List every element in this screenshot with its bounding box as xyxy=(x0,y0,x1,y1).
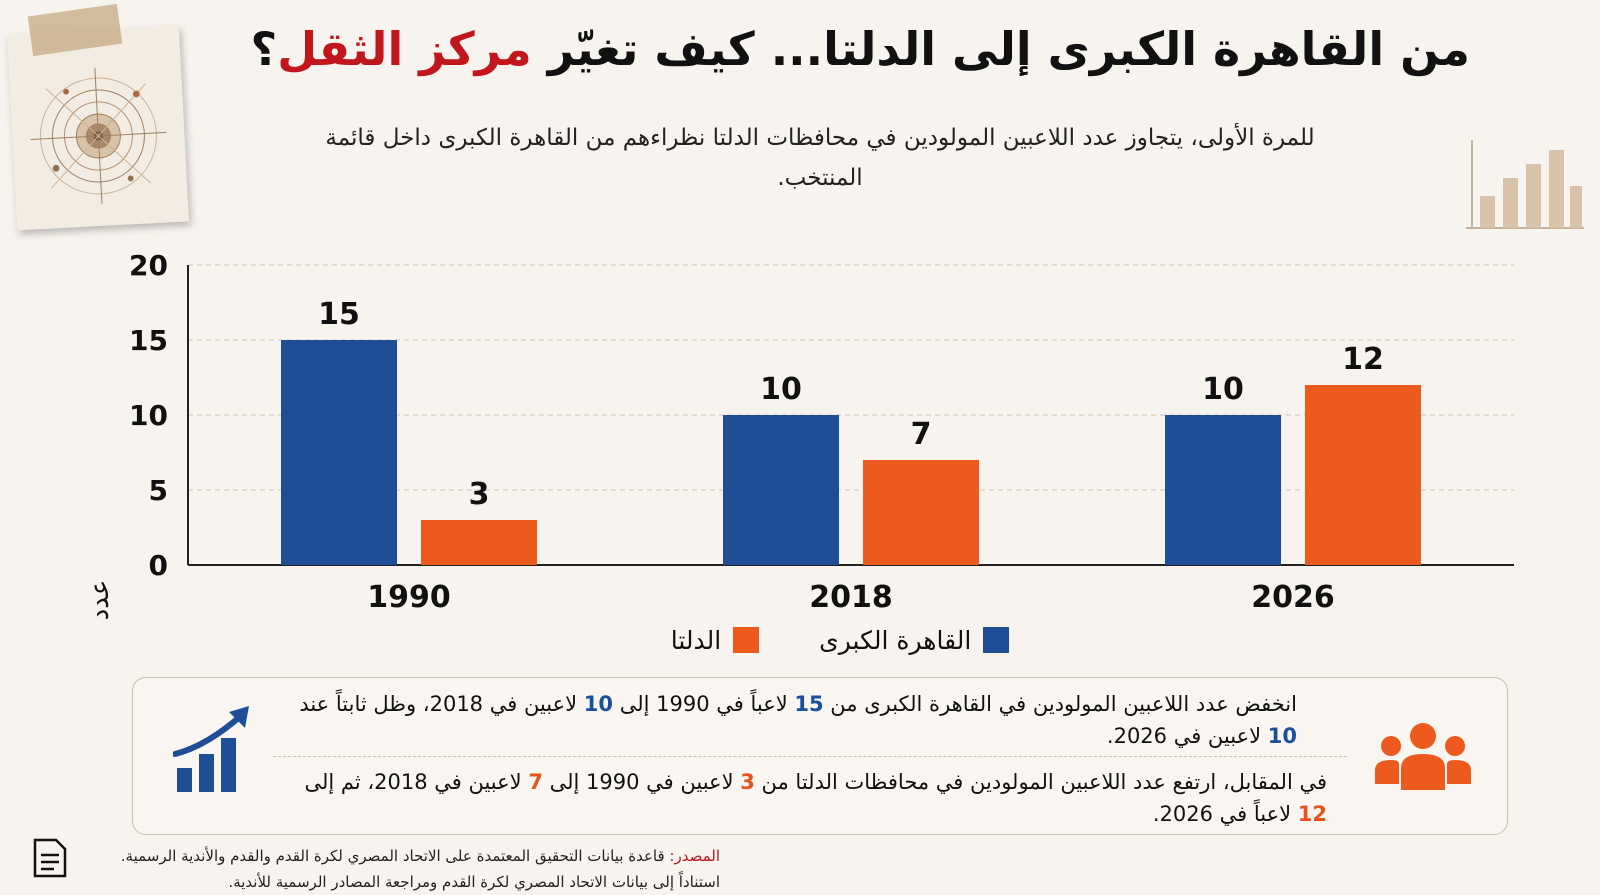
chart-subtitle: للمرة الأولى، يتجاوز عدد اللاعبين المولو… xyxy=(325,125,1315,191)
data-label: 12 xyxy=(1342,342,1384,377)
x-tick-label: 2018 xyxy=(809,580,893,615)
bar-cairo xyxy=(281,340,397,565)
note2-text4: لاعباً في 2026. xyxy=(1152,802,1298,826)
data-label: 3 xyxy=(469,477,490,512)
legend-label-delta: الدلتا xyxy=(670,625,722,655)
source-line1: المصدر: قاعدة بيانات التحقيق المعتمدة عل… xyxy=(80,843,720,869)
note2-value3: 12 xyxy=(1297,802,1327,826)
legend-swatch-cairo xyxy=(983,627,1010,653)
bar-chart: 0 5 10 15 20 15 3 1990 10 7 2018 10 12 2026 عدد اللاع… xyxy=(85,249,1514,620)
y-tick-label: 5 xyxy=(149,474,168,507)
note2-text3: لاعبين في 2018، ثم إلى xyxy=(304,770,529,794)
x-tick-label: 1990 xyxy=(367,580,451,615)
dartboard-icon xyxy=(30,68,167,204)
bar-cairo xyxy=(1165,415,1281,565)
title-part1: من القاهرة الكبرى إلى الدلتا... كيف تغيّ… xyxy=(531,22,1471,76)
data-label: 15 xyxy=(318,297,360,332)
y-tick-label: 10 xyxy=(129,399,168,432)
data-label: 7 xyxy=(911,417,932,452)
growth-chart-icon xyxy=(173,706,249,792)
title-part2: ؟ xyxy=(250,22,278,76)
insight-box: انخفض عدد اللاعبين المولودين في القاهرة … xyxy=(132,677,1508,835)
note-cairo: انخفض عدد اللاعبين المولودين في القاهرة … xyxy=(297,688,1297,752)
note1-text1: انخفض عدد اللاعبين المولودين في القاهرة … xyxy=(823,692,1297,716)
legend-item-delta: الدلتا xyxy=(670,625,760,655)
note-divider xyxy=(273,756,1347,757)
bar-delta xyxy=(1305,385,1421,565)
title-highlight: مركز الثقل xyxy=(277,22,532,76)
data-label: 10 xyxy=(760,372,802,407)
dartboard-sticky-note xyxy=(6,25,190,231)
y-tick-label: 15 xyxy=(129,324,168,357)
note1-text4: لاعبين في 2026. xyxy=(1106,724,1268,748)
people-group-icon xyxy=(1375,723,1471,790)
source-label: المصدر: xyxy=(669,847,720,865)
note2-value2: 7 xyxy=(528,770,543,794)
x-tick-label: 2026 xyxy=(1251,580,1335,615)
chart-title: من القاهرة الكبرى إلى الدلتا... كيف تغيّ… xyxy=(220,22,1471,76)
note2-text2: لاعبين في 1990 إلى xyxy=(542,770,741,794)
note1-value2: 10 xyxy=(583,692,614,716)
note1-text2: لاعباً في 1990 إلى xyxy=(613,692,795,716)
source-text1: قاعدة بيانات التحقيق المعتمدة على الاتحا… xyxy=(120,847,670,865)
y-tick-label: 20 xyxy=(129,249,168,282)
legend-item-cairo: القاهرة الكبرى xyxy=(819,625,1010,655)
chart-legend: القاهرة الكبرى الدلتا xyxy=(640,620,1040,660)
note2-text1: في المقابل، ارتفع عدد اللاعبين المولودين… xyxy=(754,770,1327,794)
bar-delta xyxy=(421,520,537,565)
legend-label-cairo: القاهرة الكبرى xyxy=(819,625,972,655)
source-note: المصدر: قاعدة بيانات التحقيق المعتمدة عل… xyxy=(80,843,720,895)
bar-chart-deco-icon xyxy=(1466,140,1584,229)
note2-value1: 3 xyxy=(740,770,755,794)
data-label: 10 xyxy=(1202,372,1244,407)
y-axis-label: عدد اللاعبين xyxy=(85,580,115,620)
bar-cairo xyxy=(723,415,839,565)
note1-value1: 15 xyxy=(794,692,824,716)
bar-delta xyxy=(863,460,979,565)
note-delta: في المقابل، ارتفع عدد اللاعبين المولودين… xyxy=(297,766,1327,830)
y-tick-label: 0 xyxy=(149,549,168,582)
note1-text3: لاعبين في 2018، وظل ثابتاً عند xyxy=(299,692,584,716)
legend-swatch-delta xyxy=(733,627,760,653)
document-icon xyxy=(33,838,67,878)
source-line2: استناداً إلى بيانات الاتحاد المصري لكرة … xyxy=(228,873,720,891)
note1-value3: 10 xyxy=(1267,724,1297,748)
